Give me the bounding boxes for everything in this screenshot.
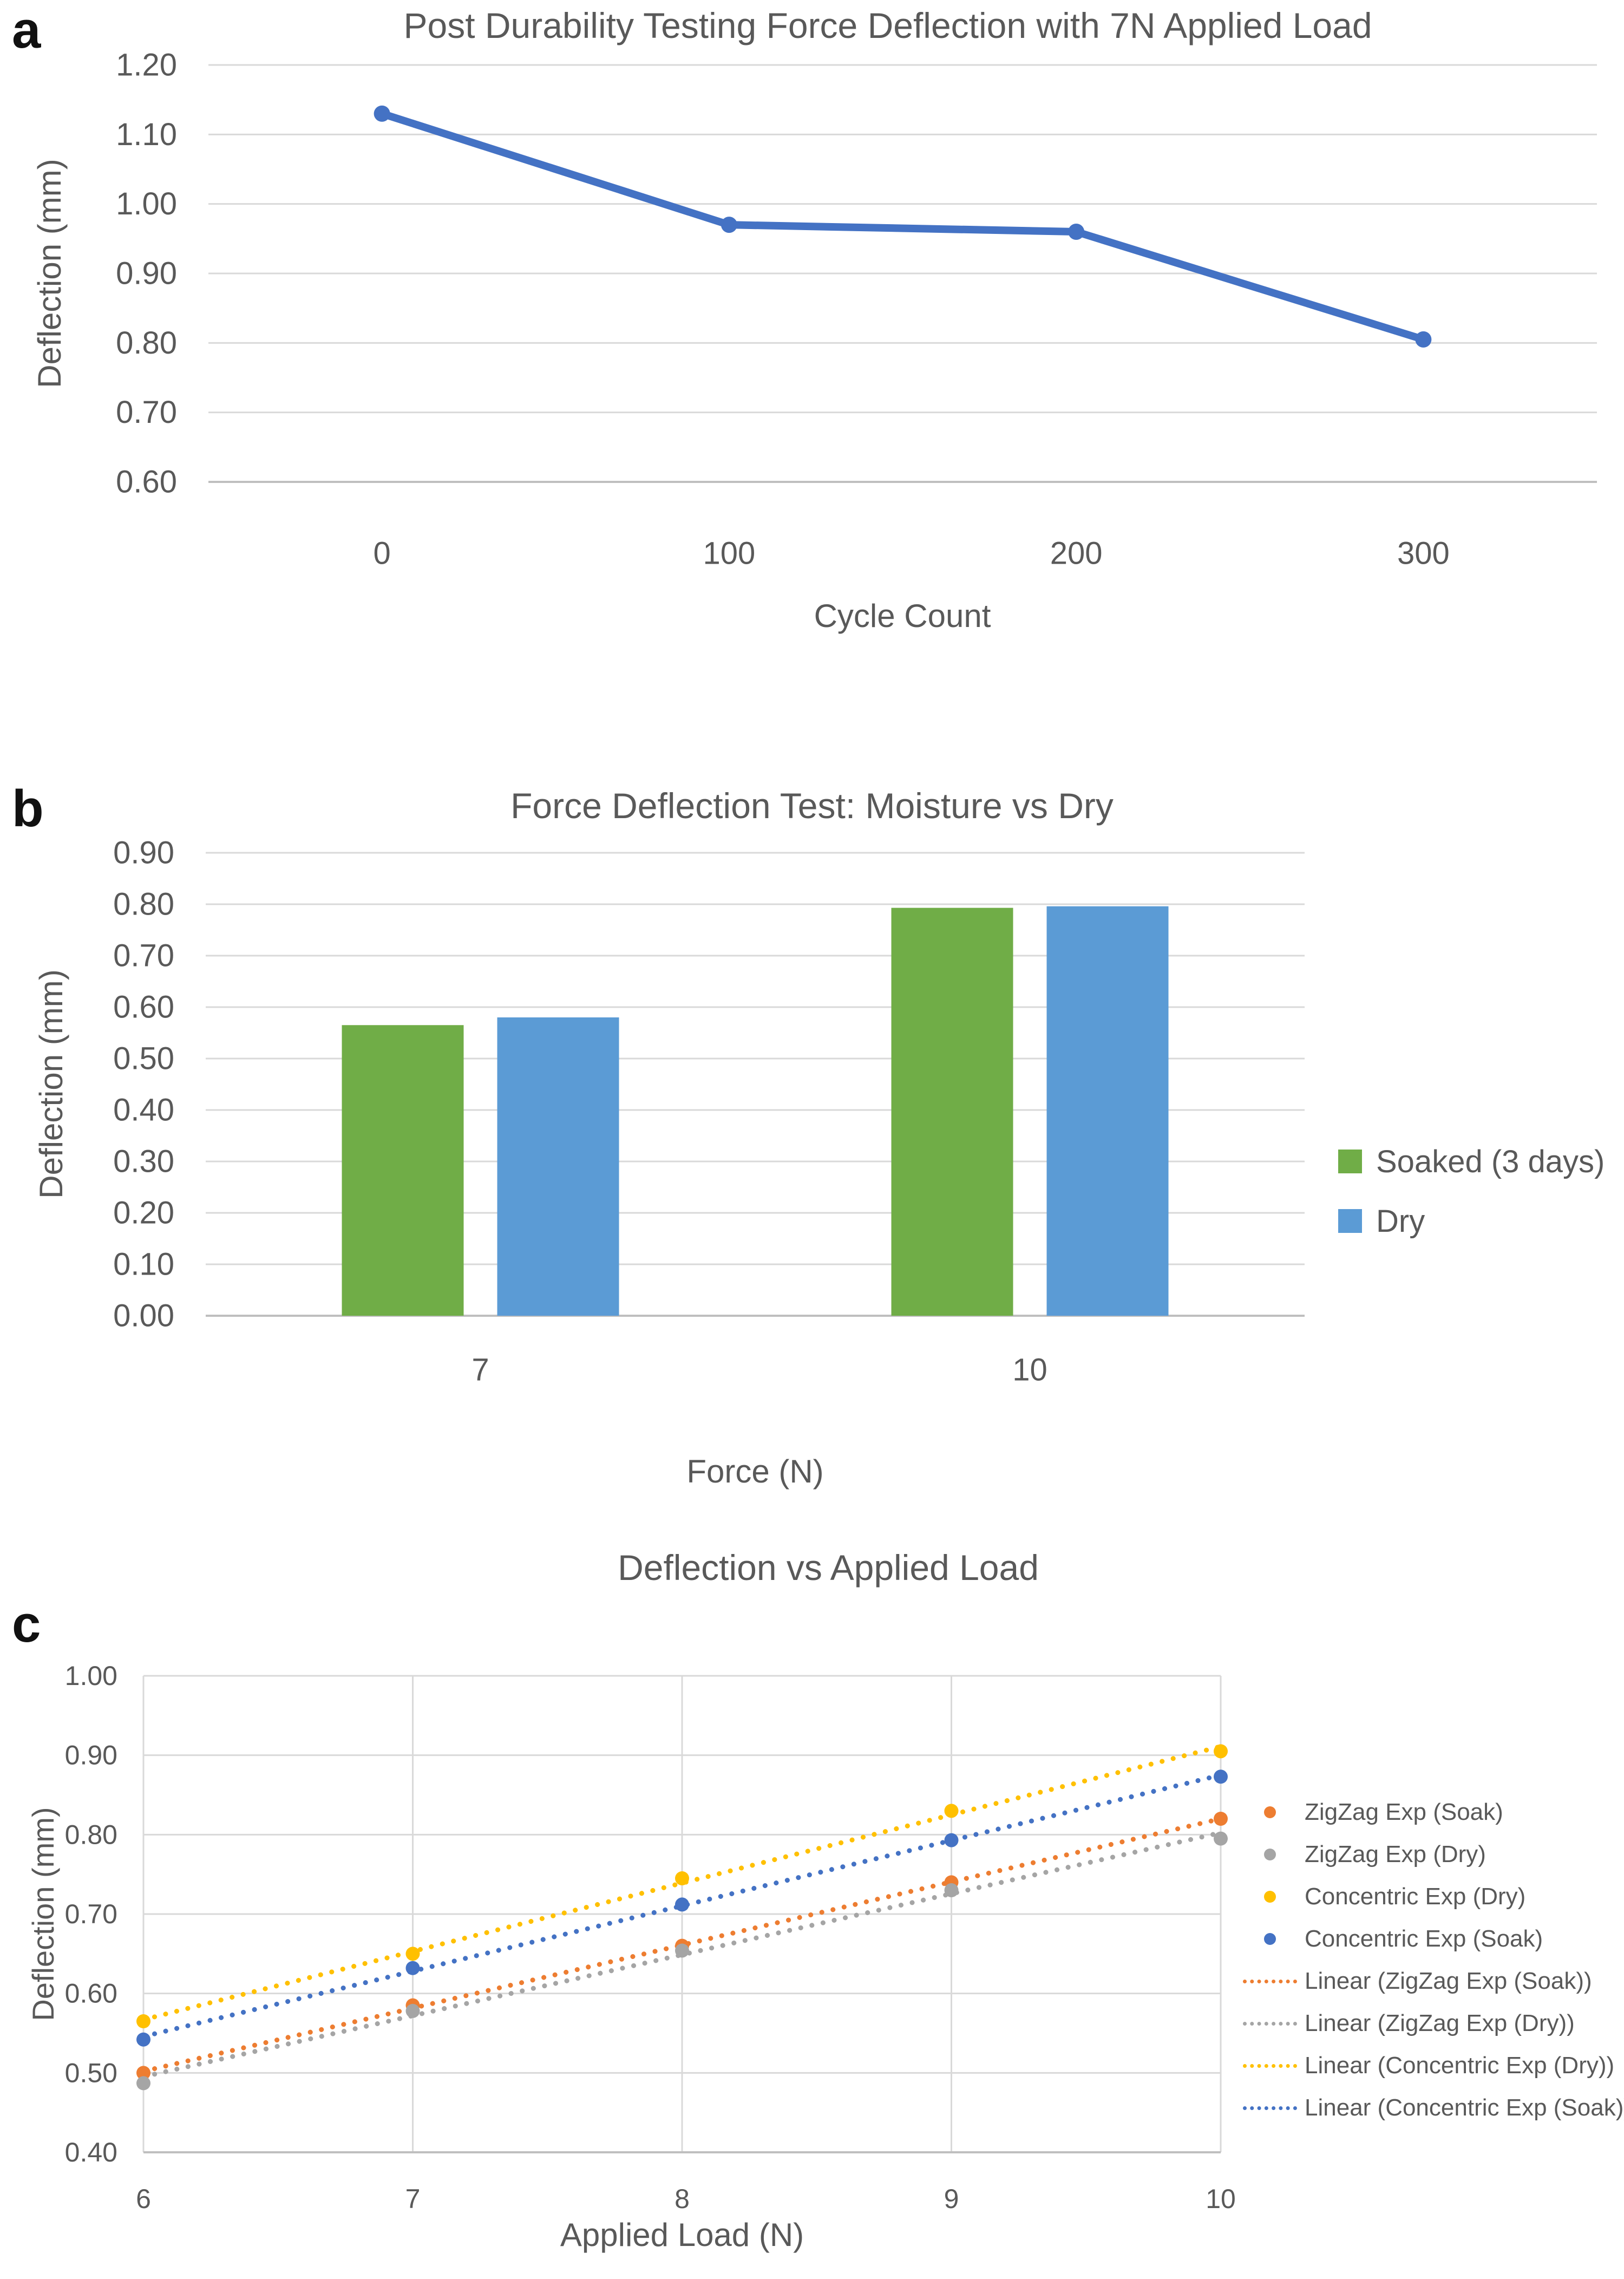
legend-label: ZigZag Exp (Soak) [1305,1799,1503,1825]
svg-text:0.10: 0.10 [113,1247,174,1282]
legend-item: Dry [1338,1199,1605,1243]
chart-b-legend: Soaked (3 days) Dry [1338,1140,1605,1243]
legend-marker-zone [1243,1806,1297,1818]
svg-text:0.50: 0.50 [65,2058,117,2088]
svg-text:0.30: 0.30 [113,1144,174,1179]
svg-text:10: 10 [1206,2184,1236,2214]
svg-text:0.40: 0.40 [113,1093,174,1128]
legend-label: Dry [1376,1203,1425,1239]
legend-marker-zone [1243,1933,1297,1945]
chart-b-xaxis-label: Force (N) [686,1453,824,1490]
legend-dotted-line-icon [1243,2063,1297,2068]
svg-text:300: 300 [1397,536,1450,571]
svg-text:6: 6 [136,2184,151,2214]
svg-text:200: 200 [1050,536,1103,571]
legend-label: Linear (ZigZag Exp (Soak)) [1305,1968,1592,1994]
legend-swatch-icon [1338,1150,1362,1173]
chart-b-title: Force Deflection Test: Moisture vs Dry [510,786,1114,826]
legend-item: Linear (ZigZag Exp (Dry)) [1243,2004,1624,2042]
legend-label: Concentric Exp (Soak) [1305,1925,1543,1952]
legend-dot-icon [1264,1933,1276,1945]
panel-letter-c: c [12,1595,41,1653]
svg-text:0.60: 0.60 [65,1978,117,2009]
legend-dot-icon [1264,1806,1276,1818]
svg-text:0.60: 0.60 [116,465,177,500]
chart-a-title: Post Durability Testing Force Deflection… [403,5,1372,45]
svg-text:1.20: 1.20 [116,48,177,83]
legend-label: ZigZag Exp (Dry) [1305,1841,1486,1867]
panel-letter-a: a [12,1,41,59]
legend-label: Linear (Concentric Exp (Soak)) [1305,2094,1624,2121]
legend-swatch-icon [1338,1209,1362,1233]
svg-text:0.00: 0.00 [113,1298,174,1334]
svg-text:0.60: 0.60 [113,990,174,1025]
legend-item: ZigZag Exp (Soak) [1243,1793,1624,1831]
svg-text:0.50: 0.50 [113,1041,174,1076]
legend-dot-icon [1264,1891,1276,1903]
legend-dot-icon [1264,1849,1276,1860]
chart-a-yaxis-label: Deflection (mm) [31,159,68,388]
svg-text:10: 10 [1012,1353,1047,1388]
legend-item: Soaked (3 days) [1338,1140,1605,1183]
svg-text:0.20: 0.20 [113,1196,174,1231]
svg-text:7: 7 [405,2184,421,2214]
svg-text:0.80: 0.80 [65,1819,117,1850]
legend-label: Soaked (3 days) [1376,1144,1605,1179]
legend-marker-zone [1243,1849,1297,1860]
chart-a-xaxis-label: Cycle Count [814,598,991,634]
legend-marker-zone [1243,2063,1297,2068]
legend-item: ZigZag Exp (Dry) [1243,1836,1624,1873]
legend-marker-zone [1243,2021,1297,2026]
svg-text:0.90: 0.90 [65,1740,117,1771]
legend-item: Linear (Concentric Exp (Soak)) [1243,2089,1624,2127]
svg-text:0.40: 0.40 [65,2137,117,2167]
svg-text:0.90: 0.90 [113,835,174,871]
chart-c-yaxis-label: Deflection (mm) [26,1807,60,2021]
legend-dotted-line-icon [1243,2106,1297,2110]
legend-marker-zone [1243,1891,1297,1903]
legend-dotted-line-icon [1243,2021,1297,2026]
svg-text:0.70: 0.70 [113,938,174,974]
svg-text:1.10: 1.10 [116,117,177,152]
legend-label: Linear (Concentric Exp (Dry)) [1305,2052,1615,2079]
legend-label: Linear (ZigZag Exp (Dry)) [1305,2010,1575,2036]
svg-text:0.80: 0.80 [116,325,177,361]
svg-text:9: 9 [944,2184,959,2214]
legend-item: Linear (ZigZag Exp (Soak)) [1243,1962,1624,2000]
svg-text:7: 7 [472,1353,489,1388]
svg-text:0.70: 0.70 [116,395,177,430]
svg-text:0.80: 0.80 [113,887,174,922]
legend-item: Concentric Exp (Dry) [1243,1878,1624,1916]
svg-text:1.00: 1.00 [116,186,177,221]
legend-marker-zone [1243,2106,1297,2110]
svg-text:1.00: 1.00 [65,1661,117,1691]
legend-item: Linear (Concentric Exp (Dry)) [1243,2047,1624,2085]
chart-c-title: Deflection vs Applied Load [618,1547,1039,1588]
svg-text:100: 100 [703,536,755,571]
legend-item: Concentric Exp (Soak) [1243,1920,1624,1958]
legend-label: Concentric Exp (Dry) [1305,1883,1526,1910]
chart-c-legend: ZigZag Exp (Soak) ZigZag Exp (Dry) Concent… [1243,1793,1624,2127]
svg-text:0.70: 0.70 [65,1899,117,1929]
panel-letter-b: b [12,780,44,838]
chart-c-xaxis-label: Applied Load (N) [560,2217,804,2253]
svg-text:8: 8 [675,2184,690,2214]
legend-marker-zone [1243,1979,1297,1983]
svg-text:0: 0 [373,536,390,571]
svg-text:0.90: 0.90 [116,256,177,291]
chart-b-yaxis-label: Deflection (mm) [33,969,69,1199]
legend-dotted-line-icon [1243,1979,1297,1983]
